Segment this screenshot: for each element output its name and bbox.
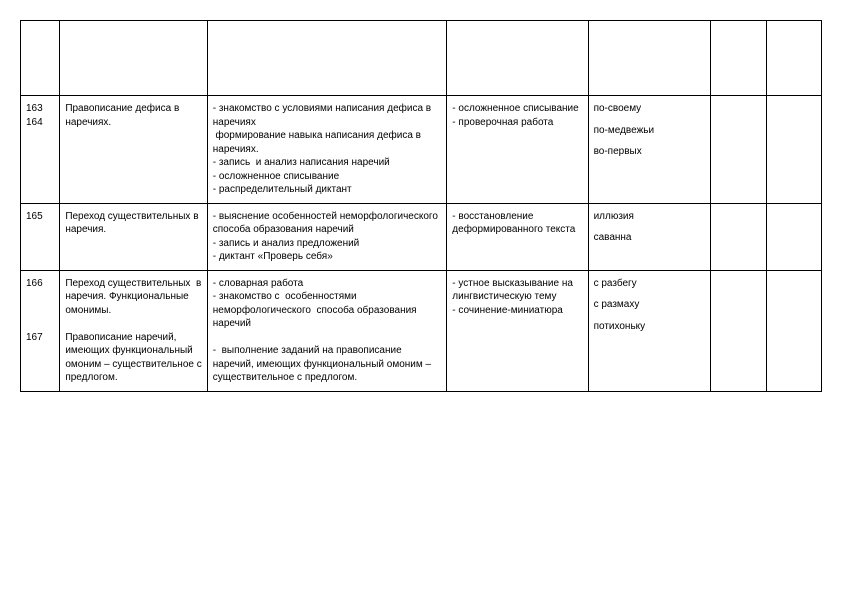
cell-control: - устное высказывание на лингвистическую… <box>447 270 588 391</box>
cell-extra-1 <box>711 21 766 96</box>
vocab-item: с разбегу <box>594 277 706 291</box>
table-row: 166 167Переход существительных в наречия… <box>21 270 822 391</box>
table-row <box>21 21 822 96</box>
cell-vocab <box>588 21 711 96</box>
vocab-item: по-медвежьи <box>594 124 706 138</box>
cell-num: 163 164 <box>21 96 60 204</box>
curriculum-table: 163 164Правописание дефиса в наречиях.- … <box>20 20 822 392</box>
vocab-item: иллюзия <box>594 210 706 224</box>
cell-extra-2 <box>766 203 821 270</box>
cell-extra-1 <box>711 270 766 391</box>
vocab-item: во-первых <box>594 145 706 159</box>
vocab-item: по-своему <box>594 102 706 116</box>
cell-topic: Переход существительных в наречия. <box>60 203 207 270</box>
cell-topic <box>60 21 207 96</box>
cell-num: 165 <box>21 203 60 270</box>
cell-control <box>447 21 588 96</box>
cell-num: 166 167 <box>21 270 60 391</box>
cell-activities: - словарная работа - знакомство с особен… <box>207 270 447 391</box>
cell-extra-1 <box>711 203 766 270</box>
vocab-item: потихоньку <box>594 320 706 334</box>
cell-extra-2 <box>766 270 821 391</box>
cell-control: - осложненное списывание - проверочная р… <box>447 96 588 204</box>
cell-topic: Переход существительных в наречия. Функц… <box>60 270 207 391</box>
cell-activities <box>207 21 447 96</box>
cell-topic: Правописание дефиса в наречиях. <box>60 96 207 204</box>
cell-vocab: иллюзия саванна <box>588 203 711 270</box>
table-row: 163 164Правописание дефиса в наречиях.- … <box>21 96 822 204</box>
table-row: 165Переход существительных в наречия.- в… <box>21 203 822 270</box>
cell-extra-2 <box>766 96 821 204</box>
vocab-item: саванна <box>594 231 706 245</box>
cell-vocab: по-своему по-медвежьи во-первых <box>588 96 711 204</box>
cell-extra-2 <box>766 21 821 96</box>
cell-activities: - выяснение особенностей неморфологическ… <box>207 203 447 270</box>
cell-extra-1 <box>711 96 766 204</box>
cell-vocab: с разбегу с размаху потихоньку <box>588 270 711 391</box>
vocab-item: с размаху <box>594 298 706 312</box>
cell-num <box>21 21 60 96</box>
cell-activities: - знакомство с условиями написания дефис… <box>207 96 447 204</box>
cell-control: - восстановление деформированного текста <box>447 203 588 270</box>
